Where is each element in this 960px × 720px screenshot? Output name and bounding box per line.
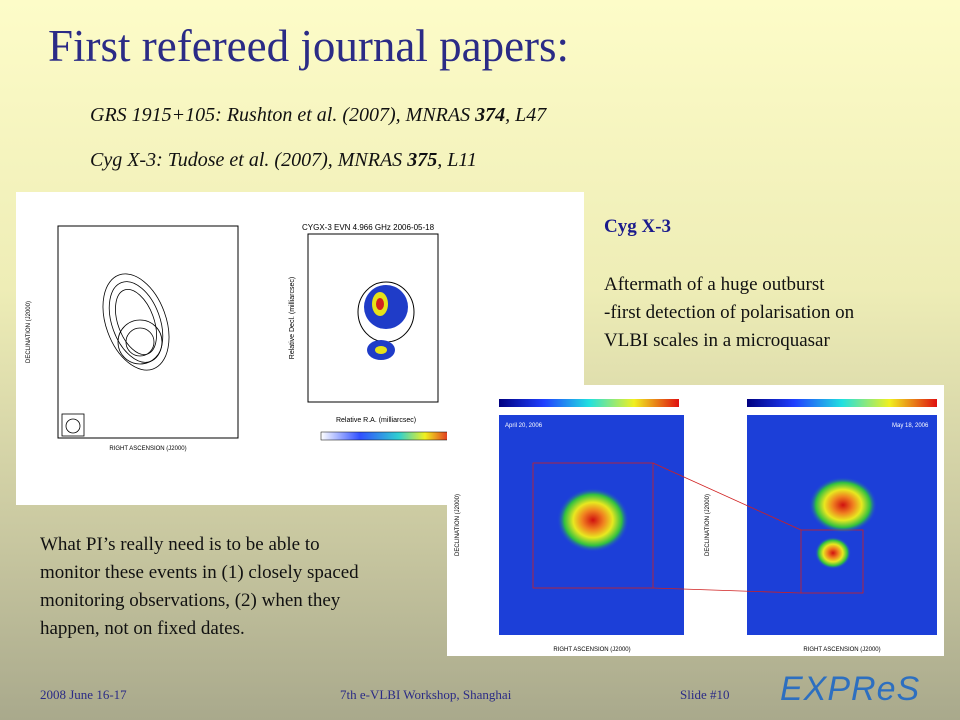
note-text: monitoring observations, (2) when they [40, 590, 341, 611]
note-text: happen, not on fixed dates. [40, 618, 245, 639]
plot-title: CYGX-3 EVN 4.966 GHz 2006-05-18 [302, 223, 435, 232]
note-text: What PI’s really need is to be able to [40, 534, 320, 555]
ref-text: , L47 [505, 104, 547, 126]
ref-text: Cyg X-3: Tudose et al. (2007), MNRAS [90, 149, 408, 171]
axis-label: RIGHT ASCENSION (J2000) [553, 647, 630, 653]
side-text: -first detection of polarisation on [604, 302, 855, 323]
axis-label: RIGHT ASCENSION (J2000) [109, 446, 186, 452]
date-label: May 18, 2006 [892, 423, 929, 429]
axis-label: RIGHT ASCENSION (J2000) [803, 647, 880, 653]
ref-volume: 375 [407, 149, 438, 171]
slide-title: First refereed journal papers: [48, 21, 570, 71]
figure-left: RIGHT ASCENSION (J2000) DECLINATION (J20… [16, 192, 584, 505]
footer-event: 7th e-VLBI Workshop, Shanghai [340, 687, 512, 702]
side-text: VLBI scales in a microquasar [604, 330, 830, 351]
side-text: Aftermath of a huge outburst [604, 274, 825, 295]
ref-volume: 374 [475, 104, 506, 126]
figure-right: April 20, 2006 May 18, 2006 RIGHT ASCENS… [447, 385, 944, 656]
side-heading: Cyg X-3 [604, 216, 672, 237]
footer-slide-number: Slide #10 [680, 687, 730, 702]
logo: EXPReS [780, 670, 921, 708]
ref-text: GRS 1915+105: Rushton et al. (2007), MNR… [90, 104, 476, 126]
axis-label: DECLINATION (J2000) [455, 494, 461, 556]
date-label: April 20, 2006 [505, 423, 543, 429]
ref-text: , L11 [437, 149, 477, 171]
reference: Cyg X-3: Tudose et al. (2007), MNRAS 375… [90, 149, 477, 172]
axis-label: DECLINATION (J2000) [705, 494, 711, 556]
axis-label: Relative Decl. (milliarcsec) [289, 277, 296, 359]
footer-date: 2008 June 16-17 [40, 687, 127, 702]
note-text: monitor these events in (1) closely spac… [40, 562, 359, 583]
reference: GRS 1915+105: Rushton et al. (2007), MNR… [90, 104, 546, 127]
axis-label: DECLINATION (J2000) [26, 301, 32, 363]
axis-label: Relative R.A. (milliarcsec) [336, 417, 416, 424]
